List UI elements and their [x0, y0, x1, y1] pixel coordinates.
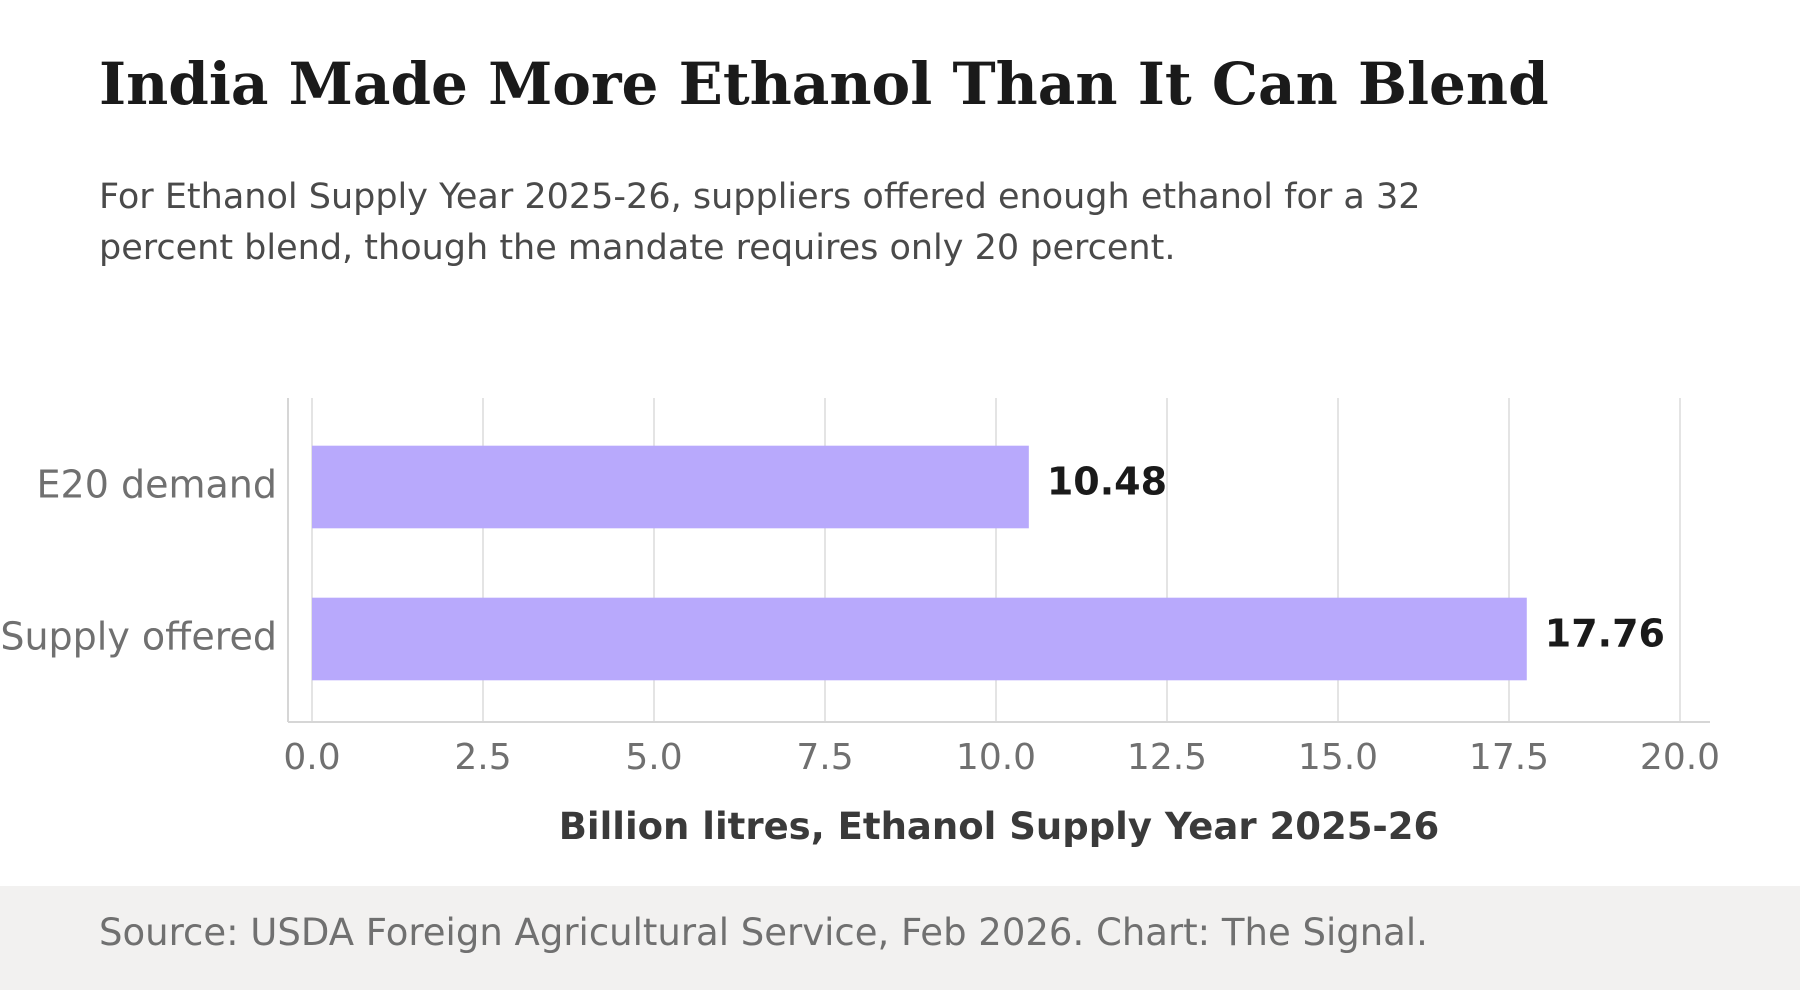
chart-subtitle: For Ethanol Supply Year 2025-26, supplie…	[99, 177, 1421, 268]
bar-chart: 0.0 2.5 5.0 7.5 10.0 12.5 15.0 17.5 20.0 E20 dem…	[0, 398, 1720, 848]
x-tick-labels: 0.0 2.5 5.0 7.5 10.0 12.5 15.0 17.5 20.0	[283, 737, 1720, 778]
x-tick-label: 5.0	[625, 737, 682, 778]
category-labels: E20 demand Supply offered	[0, 463, 277, 659]
bar	[312, 445, 1029, 529]
x-tick-label: 2.5	[454, 737, 511, 778]
bars	[312, 445, 1527, 681]
value-labels: 10.48 17.76	[1047, 460, 1665, 656]
axes	[287, 398, 1710, 723]
x-tick-label: 12.5	[1127, 737, 1207, 778]
chart-title: India Made More Ethanol Than It Can Blen…	[99, 50, 1549, 118]
x-tick-label: 10.0	[956, 737, 1036, 778]
bar	[312, 597, 1527, 681]
value-label: 10.48	[1047, 460, 1167, 504]
category-label: E20 demand	[37, 463, 277, 507]
footer: Source: USDA Foreign Agricultural Servic…	[0, 886, 1800, 990]
source-note: Source: USDA Foreign Agricultural Servic…	[99, 911, 1428, 954]
x-tick-label: 17.5	[1469, 737, 1549, 778]
value-label: 17.76	[1545, 612, 1665, 656]
x-tick-label: 0.0	[283, 737, 340, 778]
x-tick-label: 7.5	[796, 737, 853, 778]
category-label: Supply offered	[0, 615, 277, 659]
x-tick-label: 15.0	[1298, 737, 1378, 778]
x-tick-label: 20.0	[1640, 737, 1720, 778]
x-axis-title: Billion litres, Ethanol Supply Year 2025…	[559, 805, 1440, 848]
